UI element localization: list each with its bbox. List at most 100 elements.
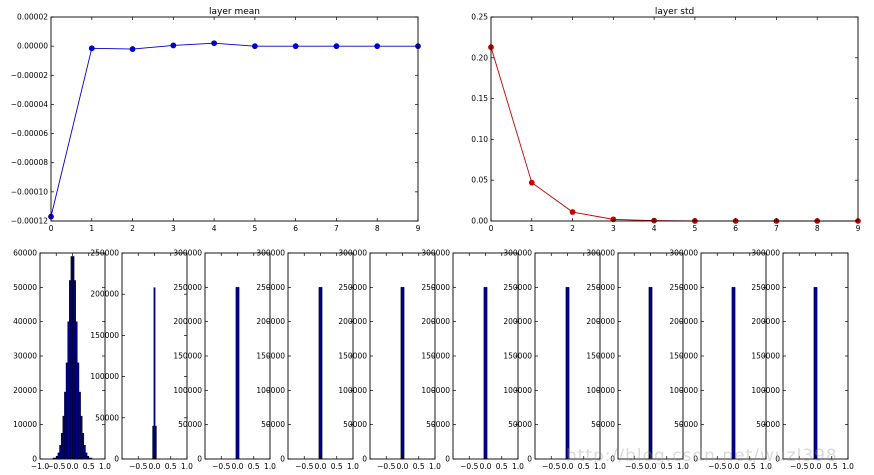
x-tick-label: −0.5	[295, 462, 313, 471]
y-tick-label: 150000	[586, 352, 615, 361]
y-tick-label: 0	[114, 455, 119, 464]
y-tick-label: 150000	[90, 331, 119, 340]
y-tick-label: 300000	[421, 249, 450, 258]
x-tick-label: 1.0	[99, 462, 111, 471]
y-tick-label: 50000	[178, 420, 202, 429]
x-tick-label: 0	[489, 224, 494, 233]
y-tick-label: 0	[527, 455, 532, 464]
y-tick-label: 50000	[343, 420, 367, 429]
x-tick-label: 5	[692, 224, 697, 233]
histogram-bar	[235, 287, 240, 460]
y-tick-label: 300000	[751, 249, 780, 258]
y-tick-label: 100000	[90, 372, 119, 381]
x-tick-label: 1.0	[264, 462, 276, 471]
data-point	[528, 179, 535, 186]
y-tick-label: −0.00002	[11, 71, 49, 80]
x-tick-label: −1.0	[31, 462, 49, 471]
chart-panel-11: −0.5 0.0 0.5 1.0 0 50000 100000 150000 200000 250…	[669, 249, 772, 472]
x-tick-label: 0.0	[315, 462, 327, 471]
x-tick-label: 2	[570, 224, 575, 233]
y-tick-label: 50000	[261, 420, 285, 429]
y-tick-label: −0.00004	[11, 100, 49, 109]
chart-panel-6: −0.5 0.0 0.5 1.0 0 50000 100000 150000 200000 250…	[256, 249, 359, 472]
y-tick-label: 200000	[173, 317, 202, 326]
chart-title: layer std	[655, 7, 694, 17]
y-tick-label: 250000	[421, 283, 450, 292]
y-tick-label: 100000	[669, 386, 698, 395]
histogram-bar	[83, 445, 86, 460]
x-tick-label: 0.5	[661, 462, 673, 471]
y-tick-label: 200000	[503, 317, 532, 326]
x-tick-label: 6	[733, 224, 738, 233]
y-tick-label: 50000	[95, 413, 119, 422]
data-point	[170, 42, 177, 49]
x-tick-label: 0.5	[744, 462, 756, 471]
y-tick-label: 0.00002	[17, 13, 48, 22]
histogram-bar	[565, 287, 570, 460]
y-tick-label: 10000	[13, 420, 37, 429]
y-tick-label: 40000	[13, 317, 37, 326]
histogram-bar	[72, 256, 75, 460]
y-tick-label: 100000	[338, 386, 367, 395]
x-tick-label: 1.0	[842, 462, 854, 471]
y-tick-label: 0.05	[471, 176, 488, 185]
data-point	[129, 46, 136, 52]
y-tick-label: 250000	[503, 283, 532, 292]
x-tick-label: −0.5	[47, 462, 65, 471]
y-tick-label: 250000	[90, 249, 119, 258]
y-tick-label: 250000	[669, 283, 698, 292]
x-tick-label: 5	[252, 224, 257, 233]
x-tick-label: 0.5	[413, 462, 425, 471]
y-tick-label: 250000	[751, 283, 780, 292]
histogram-bar	[60, 433, 63, 460]
chart-title: layer mean	[209, 7, 260, 17]
y-tick-label: 0	[610, 455, 615, 464]
y-tick-label: 0	[280, 455, 285, 464]
data-point	[569, 209, 576, 215]
y-tick-label: 30000	[13, 352, 37, 361]
y-tick-label: 250000	[173, 283, 202, 292]
x-tick-label: 4	[212, 224, 217, 233]
x-tick-label: 8	[375, 224, 380, 233]
y-tick-label: 200000	[751, 317, 780, 326]
histogram-bar	[75, 321, 78, 460]
y-tick-label: 200000	[669, 317, 698, 326]
histogram-bar	[80, 415, 83, 460]
y-tick-label: −0.00012	[11, 217, 49, 226]
chart-panel-2: 0 1 2 3 4 5 6 7 8 9 0.00 0.05 0.10 0.15 0.20 0.25 layer …	[471, 7, 861, 233]
histogram-bar	[648, 287, 653, 460]
chart-panel-1: 0 1 2 3 4 5 6 7 8 9 −0.00012 −0.00010 −0.00008 −0.000…	[11, 7, 421, 233]
x-tick-label: 7	[774, 224, 779, 233]
x-tick-label: 0.5	[578, 462, 590, 471]
x-tick-label: 0.5	[248, 462, 260, 471]
x-tick-label: 0.5	[496, 462, 508, 471]
x-tick-label: 0.0	[232, 462, 244, 471]
y-tick-label: 200000	[421, 317, 450, 326]
y-tick-label: 200000	[90, 290, 119, 299]
y-tick-label: 300000	[256, 249, 285, 258]
y-tick-label: 150000	[173, 352, 202, 361]
y-tick-label: 250000	[256, 283, 285, 292]
x-tick-label: −0.5	[377, 462, 395, 471]
watermark-text: http://blog.csdn.net/wuzl398	[566, 446, 838, 466]
histogram-bar	[65, 362, 68, 460]
histogram-bar	[78, 391, 81, 460]
y-tick-label: 250000	[586, 283, 615, 292]
y-tick-label: 150000	[751, 352, 780, 361]
y-tick-label: 100000	[173, 386, 202, 395]
x-tick-label: −0.5	[460, 462, 478, 471]
histogram-bar	[62, 415, 65, 460]
y-tick-label: 50000	[508, 420, 532, 429]
y-tick-label: 20000	[13, 386, 37, 395]
data-point	[374, 43, 381, 50]
x-tick-label: 0	[49, 224, 54, 233]
data-point	[211, 40, 218, 47]
histogram-bar	[69, 280, 72, 460]
x-tick-label: 0.0	[480, 462, 492, 471]
x-tick-label: 0.0	[67, 462, 79, 471]
x-tick-label: 0.0	[562, 462, 574, 471]
x-tick-label: 0.0	[728, 462, 740, 471]
x-tick-label: 3	[611, 224, 616, 233]
x-tick-label: 0.5	[331, 462, 343, 471]
